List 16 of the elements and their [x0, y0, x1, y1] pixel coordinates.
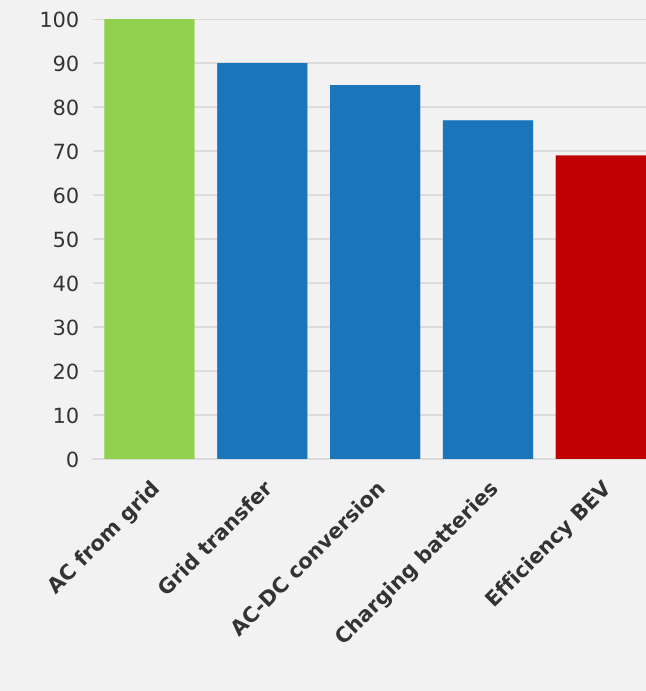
bar	[217, 63, 308, 459]
y-tick-label: 50	[54, 231, 78, 248]
y-tick-label: 0	[67, 451, 78, 468]
bar	[442, 120, 534, 459]
y-tick-label: 40	[54, 275, 78, 292]
y-tick-label: 20	[54, 363, 78, 380]
bar	[556, 155, 646, 459]
y-tick-label: 60	[54, 187, 78, 204]
y-tick-label: 80	[54, 99, 78, 116]
bar	[330, 85, 420, 459]
bar	[104, 19, 195, 459]
y-tick-label: 10	[54, 407, 78, 424]
y-tick-label: 100	[42, 11, 78, 28]
y-tick-label: 30	[54, 319, 78, 336]
y-tick-label: 70	[54, 143, 78, 160]
y-tick-label: 90	[54, 55, 78, 72]
